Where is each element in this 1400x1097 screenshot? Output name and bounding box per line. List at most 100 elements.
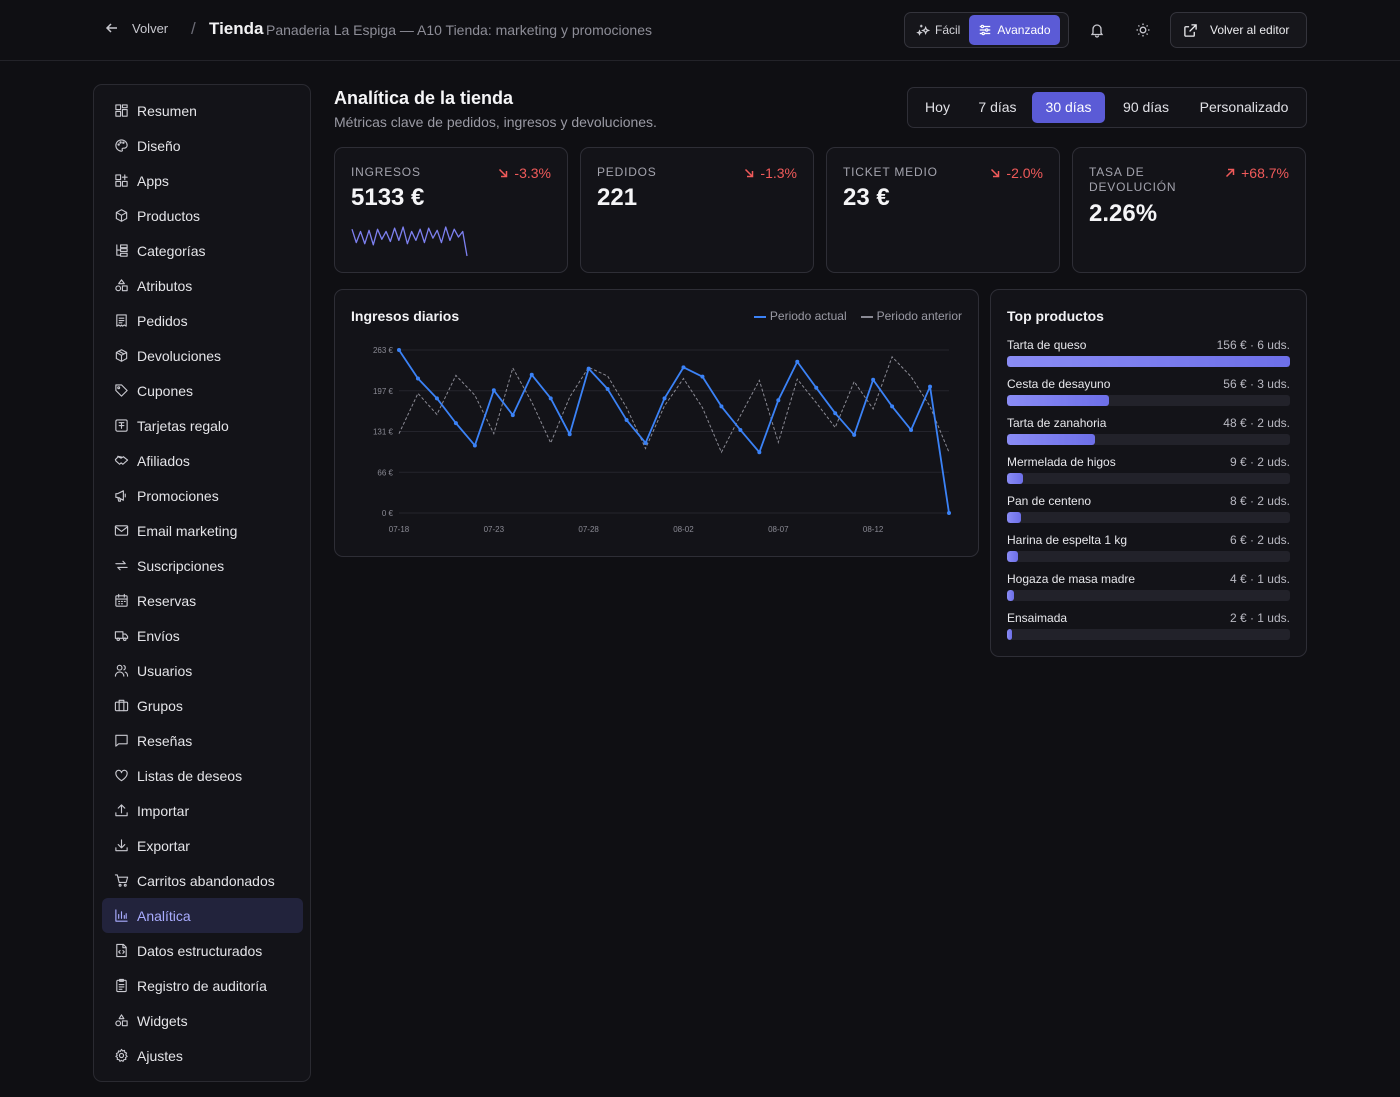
kpi-value: 221 [597, 184, 638, 211]
data-point-current [757, 450, 762, 455]
product-bar-fill [1007, 356, 1290, 367]
kpi-change: -3.3% [497, 165, 551, 181]
data-point-current [624, 418, 629, 423]
sidebar-item-palette[interactable]: Diseño [102, 128, 303, 163]
sidebar-item-upload[interactable]: Importar [102, 793, 303, 828]
data-point-current [776, 398, 781, 403]
sidebar-item-receipt[interactable]: Pedidos [102, 303, 303, 338]
download-icon [115, 839, 128, 852]
bell-icon [1090, 24, 1104, 38]
sidebar-item-box[interactable]: Productos [102, 198, 303, 233]
product-value: 156 € · 6 uds. [1216, 338, 1290, 352]
sidebar-item-repeat[interactable]: Suscripciones [102, 548, 303, 583]
notifications-button[interactable] [1086, 19, 1108, 41]
sidebar-item-shapes[interactable]: Atributos [102, 268, 303, 303]
range-custom[interactable]: Personalizado [1199, 99, 1289, 115]
data-point-current [491, 388, 496, 393]
data-point-current [548, 396, 553, 401]
sidebar-item-megaphone[interactable]: Promociones [102, 478, 303, 513]
product-bar-fill [1007, 473, 1024, 484]
sidebar-item-clipboard[interactable]: Registro de auditoría [102, 968, 303, 1003]
sidebar-item-bar-chart[interactable]: Analítica [102, 898, 303, 933]
daily-revenue-chart: 0 € 66 € 131 € 197 € 263 € 07-18 07-23 07-28 08-… [373, 346, 951, 534]
product-bar-track [1007, 551, 1290, 562]
range-7-days[interactable]: 7 días [978, 99, 1017, 115]
daily-revenue-card: Ingresos diarios Periodo actual Periodo … [334, 289, 979, 557]
data-point-current [738, 427, 743, 432]
sidebar-item-handshake[interactable]: Afiliados [102, 443, 303, 478]
sparkline-line [351, 226, 468, 257]
back-to-editor-button[interactable]: Volver al editor [1170, 12, 1307, 48]
arrow-down-right-icon [499, 168, 508, 178]
sidebar-item-label: Email marketing [137, 522, 238, 539]
y-tick-label: 0 € [382, 509, 394, 518]
range-today[interactable]: Hoy [925, 99, 950, 115]
sidebar-item-calendar[interactable]: Reservas [102, 583, 303, 618]
sidebar-item-users[interactable]: Usuarios [102, 653, 303, 688]
y-tick-label: 131 € [373, 428, 394, 437]
product-value: 48 € · 2 uds. [1223, 416, 1290, 430]
top-product-row: Ensaimada 2 € · 1 uds. [1007, 611, 1290, 641]
mode-easy-label: Fácil [935, 23, 961, 37]
sidebar-item-gift-card[interactable]: Tarjetas regalo [102, 408, 303, 443]
gear-icon [115, 1048, 128, 1062]
sidebar-item-cart[interactable]: Carritos abandonados [102, 863, 303, 898]
data-point-current [434, 396, 439, 401]
sidebar-item-label: Reservas [137, 592, 197, 609]
series-line-current [398, 349, 950, 514]
kpi-value: 5133 € [351, 184, 425, 211]
sidebar-item-widgets[interactable]: Widgets [102, 1003, 303, 1038]
sidebar-item-message[interactable]: Reseñas [102, 723, 303, 758]
sidebar-item-label: Envíos [137, 627, 180, 644]
sidebar-item-label: Pedidos [137, 312, 188, 329]
kpi-label: PEDIDOS [597, 165, 657, 179]
kpi-change-value: -1.3% [760, 165, 797, 181]
data-point-current [415, 376, 420, 381]
handshake-icon [114, 455, 129, 465]
legend-previous[interactable]: Periodo anterior [860, 309, 962, 323]
product-value: 4 € · 1 uds. [1229, 572, 1290, 586]
mode-advanced-button[interactable]: Avanzado [969, 15, 1060, 45]
data-point-current [472, 443, 477, 448]
sidebar-item-file-code[interactable]: Datos estructurados [102, 933, 303, 968]
sidebar-item-label: Usuarios [137, 662, 193, 679]
heart-icon [115, 769, 128, 782]
top-product-row: Mermelada de higos 9 € · 2 uds. [1007, 455, 1290, 485]
product-bar-track [1007, 395, 1290, 406]
data-point-current [909, 427, 914, 432]
range-30-days[interactable]: 30 días [1032, 92, 1105, 123]
x-tick-label: 07-18 [389, 525, 410, 534]
sidebar-item-box-return[interactable]: Devoluciones [102, 338, 303, 373]
theme-toggle-button[interactable] [1132, 19, 1154, 41]
users-icon [114, 664, 129, 677]
sidebar-item-gear[interactable]: Ajustes [102, 1038, 303, 1073]
range-90-days[interactable]: 90 días [1123, 99, 1169, 115]
sidebar-item-briefcase[interactable]: Grupos [102, 688, 303, 723]
mode-advanced-label: Avanzado [997, 23, 1051, 37]
sidebar-item-mail[interactable]: Email marketing [102, 513, 303, 548]
product-value: 2 € · 1 uds. [1229, 611, 1290, 625]
clipboard-icon [116, 978, 127, 993]
data-point-current [947, 511, 951, 515]
y-tick-label: 197 € [373, 387, 394, 396]
data-point-current [833, 411, 838, 416]
page-subtitle: Métricas clave de pedidos, ingresos y de… [334, 114, 657, 130]
x-tick-label: 07-23 [484, 525, 505, 534]
data-point-current [397, 348, 401, 352]
x-tick-label: 08-07 [768, 525, 789, 534]
top-product-row: Tarta de queso 156 € · 6 uds. [1007, 338, 1290, 368]
mode-easy-button[interactable]: Fácil [907, 15, 969, 45]
top-product-row: Tarta de zanahoria 48 € · 2 uds. [1007, 416, 1290, 446]
sidebar-item-grid[interactable]: Resumen [102, 93, 303, 128]
back-button[interactable]: Volver [104, 20, 168, 36]
sidebar-item-truck[interactable]: Envíos [102, 618, 303, 653]
sidebar-item-apps[interactable]: Apps [102, 163, 303, 198]
product-bar-track [1007, 512, 1290, 523]
sidebar-item-tag[interactable]: Cupones [102, 373, 303, 408]
sidebar-item-download[interactable]: Exportar [102, 828, 303, 863]
kpi-value: 2.26% [1089, 200, 1158, 227]
sidebar-item-heart[interactable]: Listas de deseos [102, 758, 303, 793]
legend-current[interactable]: Periodo actual [753, 309, 847, 323]
kpi-card-avg-ticket: TICKET MEDIO -2.0% 23 € [826, 147, 1060, 273]
sidebar-item-tree[interactable]: Categorías [102, 233, 303, 268]
